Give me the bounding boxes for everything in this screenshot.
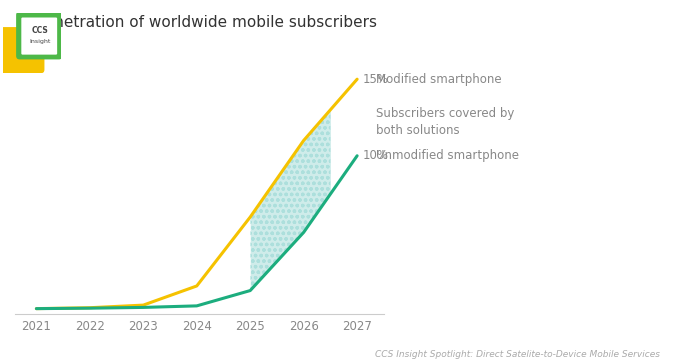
Text: CCS: CCS bbox=[32, 26, 48, 35]
Text: Unmodified smartphone: Unmodified smartphone bbox=[376, 149, 519, 162]
Text: 15%: 15% bbox=[362, 73, 388, 86]
Text: Modified smartphone: Modified smartphone bbox=[376, 73, 501, 86]
FancyBboxPatch shape bbox=[0, 27, 44, 73]
Text: 10%: 10% bbox=[362, 149, 388, 162]
Text: Insight: Insight bbox=[29, 39, 51, 44]
Text: Subscribers covered by
both solutions: Subscribers covered by both solutions bbox=[376, 107, 514, 137]
FancyBboxPatch shape bbox=[21, 17, 57, 54]
Text: CCS Insight Spotlight: Direct Satelite-to-Device Mobile Services: CCS Insight Spotlight: Direct Satelite-t… bbox=[375, 350, 660, 359]
Title: Penetration of worldwide mobile subscribers: Penetration of worldwide mobile subscrib… bbox=[36, 15, 377, 30]
FancyBboxPatch shape bbox=[16, 12, 63, 60]
